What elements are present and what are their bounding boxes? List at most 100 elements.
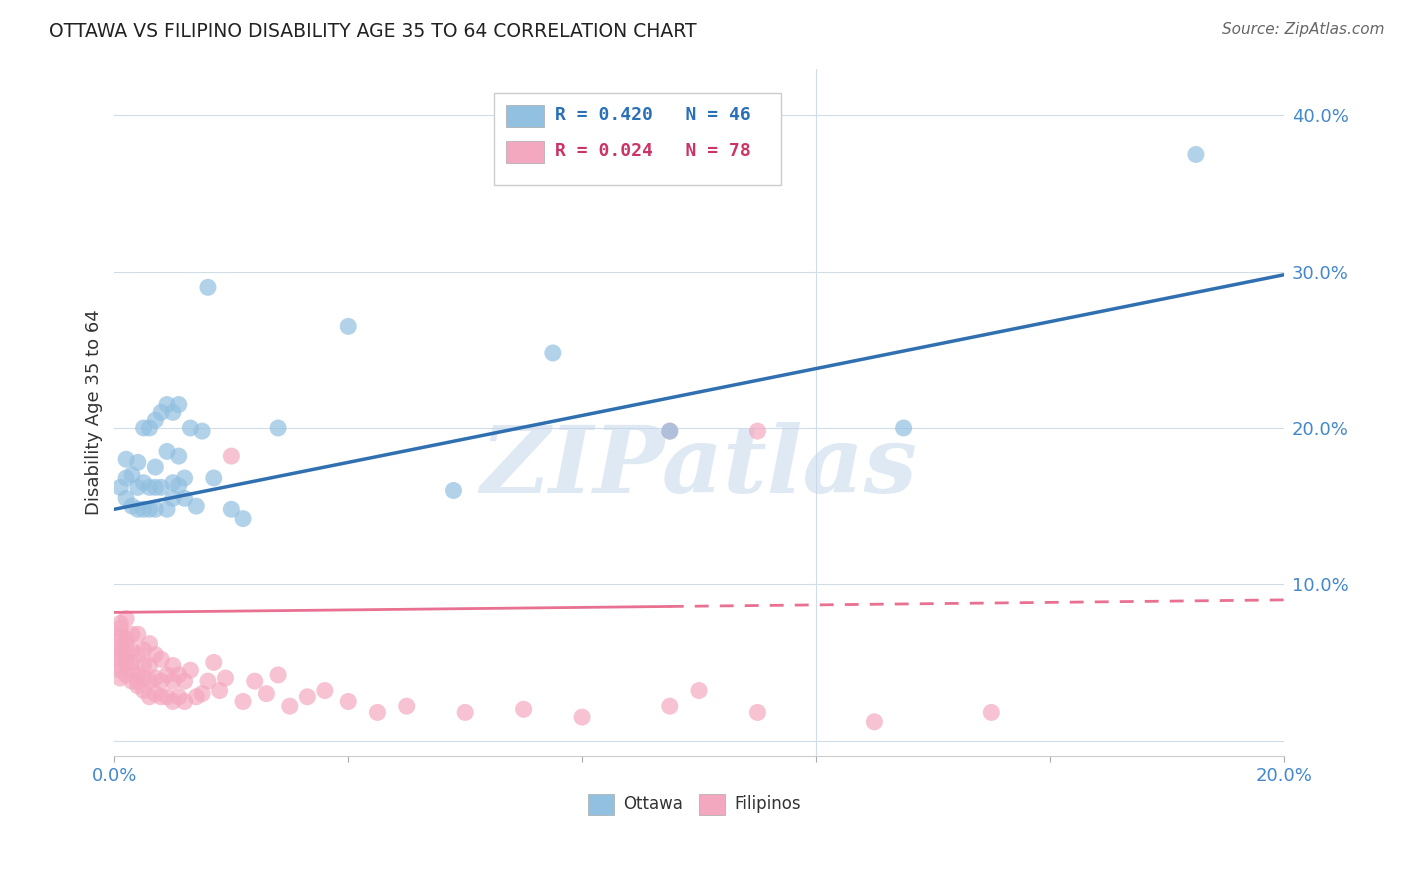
Point: [179, 421, 201, 435]
Point: [115, 632, 138, 646]
Point: [297, 690, 319, 704]
Point: [110, 616, 132, 631]
Point: [162, 674, 184, 689]
Point: [156, 502, 179, 516]
Point: [143, 502, 166, 516]
Point: [167, 668, 190, 682]
Point: [208, 683, 231, 698]
Point: [179, 663, 201, 677]
Point: [127, 455, 149, 469]
Point: [121, 663, 143, 677]
Point: [173, 674, 195, 689]
Point: [454, 706, 477, 720]
Point: [337, 319, 360, 334]
Point: [121, 674, 143, 689]
Text: OTTAWA VS FILIPINO DISABILITY AGE 35 TO 64 CORRELATION CHART: OTTAWA VS FILIPINO DISABILITY AGE 35 TO …: [49, 22, 697, 41]
Point: [115, 471, 138, 485]
Point: [267, 668, 290, 682]
Point: [156, 398, 179, 412]
Point: [443, 483, 465, 498]
Point: [162, 475, 184, 490]
Point: [893, 421, 915, 435]
Point: [143, 413, 166, 427]
Point: [132, 683, 155, 698]
Text: Filipinos: Filipinos: [734, 796, 800, 814]
Text: R = 0.420   N = 46: R = 0.420 N = 46: [555, 106, 751, 124]
Point: [150, 674, 173, 689]
Point: [127, 502, 149, 516]
Point: [150, 480, 173, 494]
Point: [110, 648, 132, 662]
Point: [150, 652, 173, 666]
Point: [143, 671, 166, 685]
Point: [143, 460, 166, 475]
Point: [278, 699, 301, 714]
Point: [110, 632, 132, 646]
Point: [167, 398, 190, 412]
Point: [658, 424, 681, 438]
Point: [132, 658, 155, 673]
Point: [191, 687, 214, 701]
Point: [121, 467, 143, 482]
Point: [132, 643, 155, 657]
Point: [138, 502, 160, 516]
Point: [221, 449, 243, 463]
Point: [156, 690, 179, 704]
Point: [138, 690, 160, 704]
Bar: [506, 141, 544, 162]
Y-axis label: Disability Age 35 to 64: Disability Age 35 to 64: [86, 310, 103, 516]
Point: [121, 499, 143, 513]
Point: [162, 491, 184, 506]
Point: [127, 668, 149, 682]
Text: ZIPatlas: ZIPatlas: [481, 422, 918, 512]
Text: R = 0.024   N = 78: R = 0.024 N = 78: [555, 142, 751, 160]
Point: [115, 637, 138, 651]
Point: [197, 280, 219, 294]
Point: [658, 424, 681, 438]
Point: [115, 656, 138, 670]
Point: [121, 627, 143, 641]
Point: [191, 424, 214, 438]
Point: [863, 714, 886, 729]
Point: [186, 499, 208, 513]
Bar: [588, 794, 613, 814]
Point: [143, 480, 166, 494]
Point: [150, 405, 173, 419]
Point: [173, 471, 195, 485]
Point: [110, 658, 132, 673]
Point: [138, 658, 160, 673]
Point: [243, 674, 266, 689]
Point: [162, 694, 184, 708]
Point: [232, 511, 254, 525]
Point: [110, 621, 132, 635]
Point: [132, 475, 155, 490]
Point: [138, 637, 160, 651]
Point: [173, 694, 195, 708]
Point: [314, 683, 336, 698]
Point: [115, 452, 138, 467]
Point: [366, 706, 388, 720]
Point: [747, 424, 769, 438]
FancyBboxPatch shape: [495, 93, 780, 186]
Point: [110, 480, 132, 494]
Point: [162, 405, 184, 419]
Point: [132, 421, 155, 435]
Point: [121, 656, 143, 670]
Point: [202, 471, 225, 485]
Point: [115, 648, 138, 662]
Point: [571, 710, 593, 724]
Point: [167, 479, 190, 493]
Point: [512, 702, 534, 716]
Point: [162, 658, 184, 673]
Point: [127, 674, 149, 689]
Point: [110, 652, 132, 666]
Point: [127, 627, 149, 641]
Point: [138, 421, 160, 435]
Point: [173, 491, 195, 506]
Point: [115, 491, 138, 506]
Point: [150, 690, 173, 704]
Point: [214, 671, 236, 685]
Point: [202, 656, 225, 670]
Text: Ottawa: Ottawa: [623, 796, 683, 814]
Point: [232, 694, 254, 708]
